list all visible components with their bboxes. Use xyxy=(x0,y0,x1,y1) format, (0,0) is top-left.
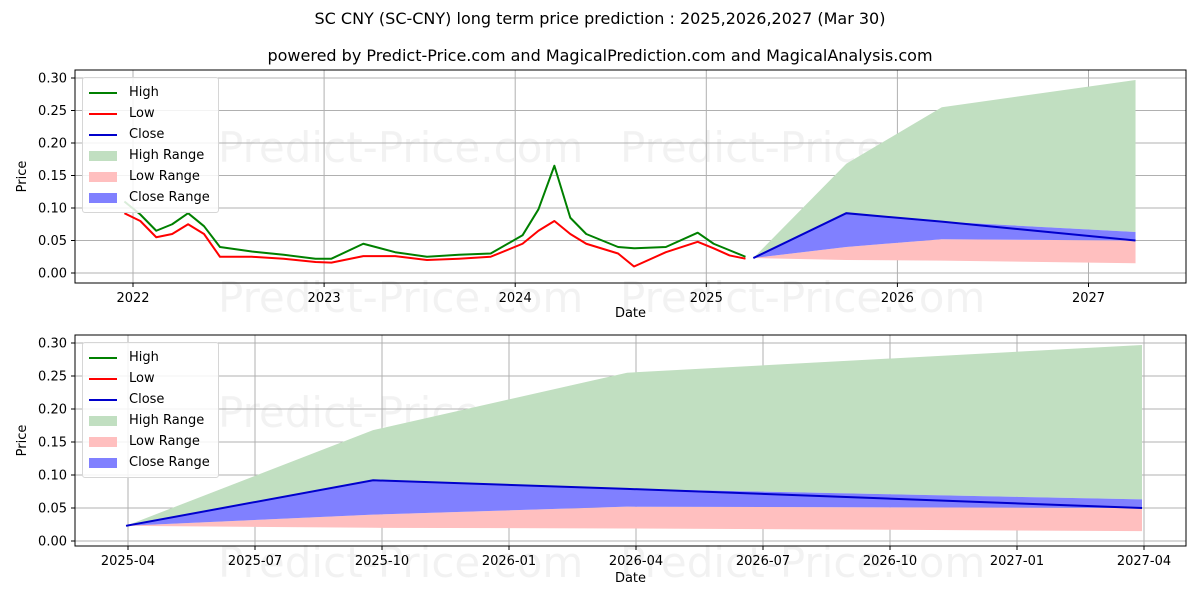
axes-frame xyxy=(74,334,1187,547)
watermark-text: Predict-Price.com xyxy=(218,273,583,322)
y-axis-label: Price xyxy=(15,161,30,193)
x-tick-label: 2026 xyxy=(881,291,914,306)
legend-label: High xyxy=(129,350,159,365)
low-range-area xyxy=(753,239,1136,264)
low-range-area xyxy=(126,506,1143,532)
close-range-area xyxy=(126,480,1143,526)
legend-line-swatch xyxy=(89,112,117,115)
legend-label: Close xyxy=(129,127,165,142)
y-tick-label: 0.30 xyxy=(38,72,67,87)
chart-subtitle: powered by Predict-Price.com and Magical… xyxy=(267,46,933,65)
close-line xyxy=(125,479,1143,527)
high-range-area xyxy=(753,79,1136,259)
legend-patch-swatch xyxy=(89,415,117,426)
x-tick-label: 2022 xyxy=(116,291,149,306)
legend-bottom: High Low Close High Range Low Range Close Ran… xyxy=(82,342,219,478)
legend-label: Close Range xyxy=(129,190,210,205)
legend-item-close: Close xyxy=(89,124,210,145)
x-tick-label: 2026-01 xyxy=(482,554,536,569)
legend-top: High Low Close High Range Low Range Close Ran… xyxy=(82,77,219,213)
legend-item-high: High xyxy=(89,347,210,368)
legend-item-close-range: Close Range xyxy=(89,452,210,473)
x-tick-label: 2027 xyxy=(1072,291,1105,306)
y-axis-label: Price xyxy=(15,425,30,457)
watermark-text: Predict-Price.com xyxy=(620,538,985,587)
y-tick-label: 0.00 xyxy=(38,267,67,282)
x-tick-label: 2025-07 xyxy=(228,554,282,569)
legend-item-high: High xyxy=(89,82,210,103)
close-range-area xyxy=(753,213,1136,259)
legend-line-swatch xyxy=(89,91,117,94)
watermark-text: Predict-Price.com xyxy=(620,273,985,322)
y-tick-label: 0.30 xyxy=(38,337,67,352)
x-tick-label: 2026-10 xyxy=(863,554,917,569)
high-range-area xyxy=(126,344,1143,526)
legend-label: High Range xyxy=(129,413,205,428)
x-axis-label: Date xyxy=(615,571,646,586)
x-tick-label: 2027-01 xyxy=(990,554,1044,569)
legend-label: Low xyxy=(129,106,155,121)
legend-item-close: Close xyxy=(89,389,210,410)
y-tick-label: 0.25 xyxy=(38,370,67,385)
axes-frame xyxy=(74,69,1187,284)
y-tick-label: 0.00 xyxy=(38,535,67,550)
chart-title: SC CNY (SC-CNY) long term price predicti… xyxy=(314,9,886,28)
legend-label: High Range xyxy=(129,148,205,163)
y-tick-label: 0.20 xyxy=(38,137,67,152)
y-tick-label: 0.05 xyxy=(38,502,67,517)
x-tick-label: 2023 xyxy=(308,291,341,306)
legend-item-low-range: Low Range xyxy=(89,431,210,452)
y-tick-label: 0.10 xyxy=(38,202,67,217)
x-axis-label: Date xyxy=(615,306,646,321)
x-tick-label: 2026-07 xyxy=(736,554,790,569)
legend-line-swatch xyxy=(89,398,117,401)
y-tick-label: 0.15 xyxy=(38,436,67,451)
y-tick-label: 0.15 xyxy=(38,169,67,184)
watermark-text: Predict-Price.com xyxy=(218,123,583,172)
legend-label: High xyxy=(129,85,159,100)
legend-item-low: Low xyxy=(89,103,210,124)
legend-label: Low xyxy=(129,371,155,386)
y-tick-label: 0.10 xyxy=(38,469,67,484)
legend-patch-swatch xyxy=(89,171,117,182)
top-chart: Predict-Price.com Predict-Price.com Predic… xyxy=(15,69,1187,322)
x-tick-label: 2026-04 xyxy=(609,554,663,569)
legend-line-swatch xyxy=(89,356,117,359)
high-line xyxy=(123,164,746,260)
y-tick-label: 0.20 xyxy=(38,403,67,418)
y-tick-label: 0.25 xyxy=(38,104,67,119)
legend-line-swatch xyxy=(89,377,117,380)
x-tick-label: 2027-04 xyxy=(1117,554,1171,569)
low-line xyxy=(123,212,746,268)
legend-patch-swatch xyxy=(89,457,117,468)
legend-item-high-range: High Range xyxy=(89,410,210,431)
legend-item-high-range: High Range xyxy=(89,145,210,166)
x-tick-label: 2025-04 xyxy=(101,554,155,569)
legend-item-low-range: Low Range xyxy=(89,166,210,187)
x-tick-label: 2025-10 xyxy=(355,554,409,569)
legend-patch-swatch xyxy=(89,436,117,447)
x-tick-label: 2025 xyxy=(690,291,723,306)
legend-label: Close xyxy=(129,392,165,407)
legend-patch-swatch xyxy=(89,192,117,203)
y-tick-label: 0.05 xyxy=(38,234,67,249)
legend-label: Low Range xyxy=(129,169,200,184)
legend-item-low: Low xyxy=(89,368,210,389)
legend-line-swatch xyxy=(89,133,117,136)
legend-patch-swatch xyxy=(89,150,117,161)
legend-label: Low Range xyxy=(129,434,200,449)
x-tick-label: 2024 xyxy=(499,291,532,306)
legend-label: Close Range xyxy=(129,455,210,470)
legend-item-close-range: Close Range xyxy=(89,187,210,208)
close-line xyxy=(752,212,1136,259)
